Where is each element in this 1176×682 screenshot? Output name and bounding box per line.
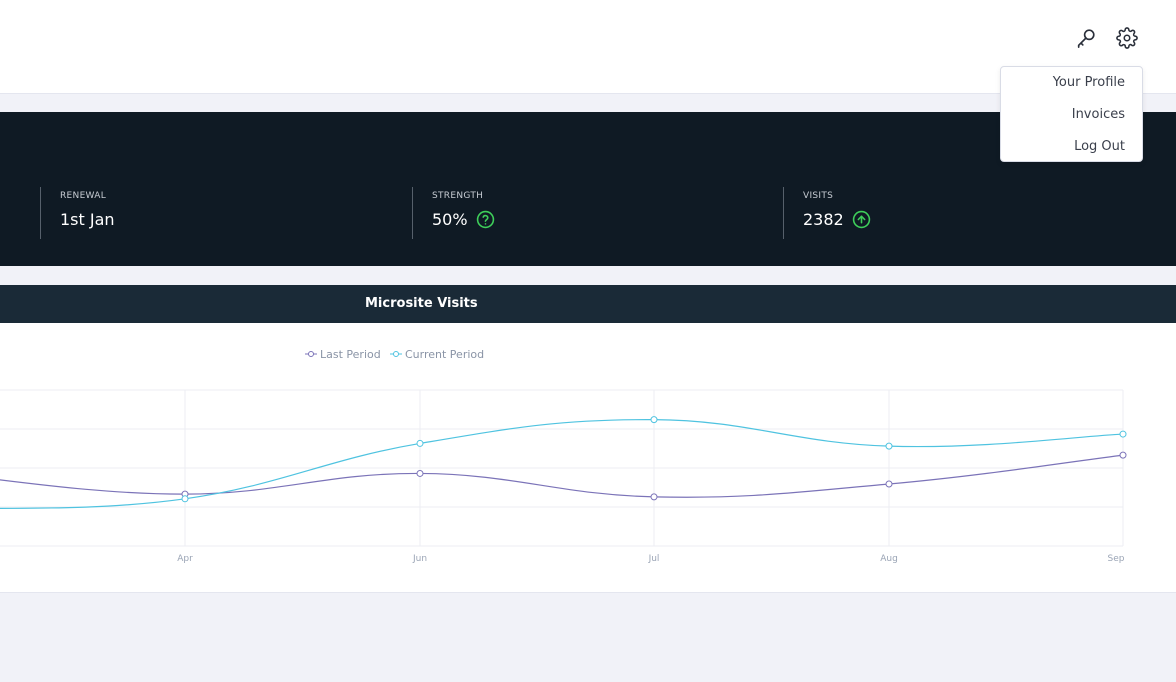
legend-marker [393, 351, 399, 357]
data-point [1119, 430, 1127, 438]
menu-item-log-out[interactable]: Log Out [1074, 139, 1125, 154]
stat-value: 50% [432, 210, 468, 229]
top-bar [0, 0, 1176, 94]
chart-panel: Apr Jun Jul Aug Sep Last Period Current Period [0, 323, 1176, 593]
data-point [1119, 451, 1127, 459]
line-chart: Apr Jun Jul Aug Sep Last Period Current Period [0, 348, 1127, 564]
stat-strength: STRENGTH 50% [412, 187, 495, 239]
stats-panel: RENEWAL 1st Jan STRENGTH 50% VISITS 2382 [0, 112, 1176, 266]
arrow-up-circle-icon [852, 210, 870, 229]
data-point [650, 493, 658, 501]
data-point [885, 480, 893, 488]
legend-marker [308, 351, 314, 357]
data-point [181, 495, 189, 503]
menu-item-invoices[interactable]: Invoices [1071, 107, 1125, 122]
legend-label: Last Period [320, 348, 381, 361]
menu-item-your-profile[interactable]: Your Profile [1052, 75, 1125, 90]
series-line [0, 419, 1124, 509]
user-dropdown-menu: Your Profile Invoices Log Out [1000, 66, 1143, 162]
help-circle-icon[interactable] [476, 210, 495, 229]
stat-label: RENEWAL [60, 191, 107, 201]
data-point [416, 439, 424, 447]
key-icon[interactable] [1074, 26, 1098, 50]
legend-label: Current Period [405, 348, 484, 361]
data-point [416, 469, 424, 477]
series-line [0, 454, 1124, 498]
stat-renewal: RENEWAL 1st Jan [40, 187, 115, 239]
x-tick-label: Apr [177, 554, 193, 564]
gear-icon[interactable] [1115, 26, 1139, 50]
chart-title: Microsite Visits [365, 296, 478, 311]
data-point [885, 442, 893, 450]
chart-header: Microsite Visits [0, 285, 1176, 323]
stat-value: 1st Jan [60, 210, 115, 229]
x-tick-label: Jun [412, 554, 427, 564]
data-point [650, 416, 658, 424]
x-tick-label: Aug [880, 554, 898, 564]
x-tick-label: Sep [1108, 554, 1125, 564]
stat-visits: VISITS 2382 [783, 187, 871, 239]
x-tick-label: Jul [648, 554, 660, 564]
stat-label: STRENGTH [432, 191, 484, 201]
stat-label: VISITS [803, 191, 834, 201]
stat-value: 2382 [803, 210, 844, 229]
